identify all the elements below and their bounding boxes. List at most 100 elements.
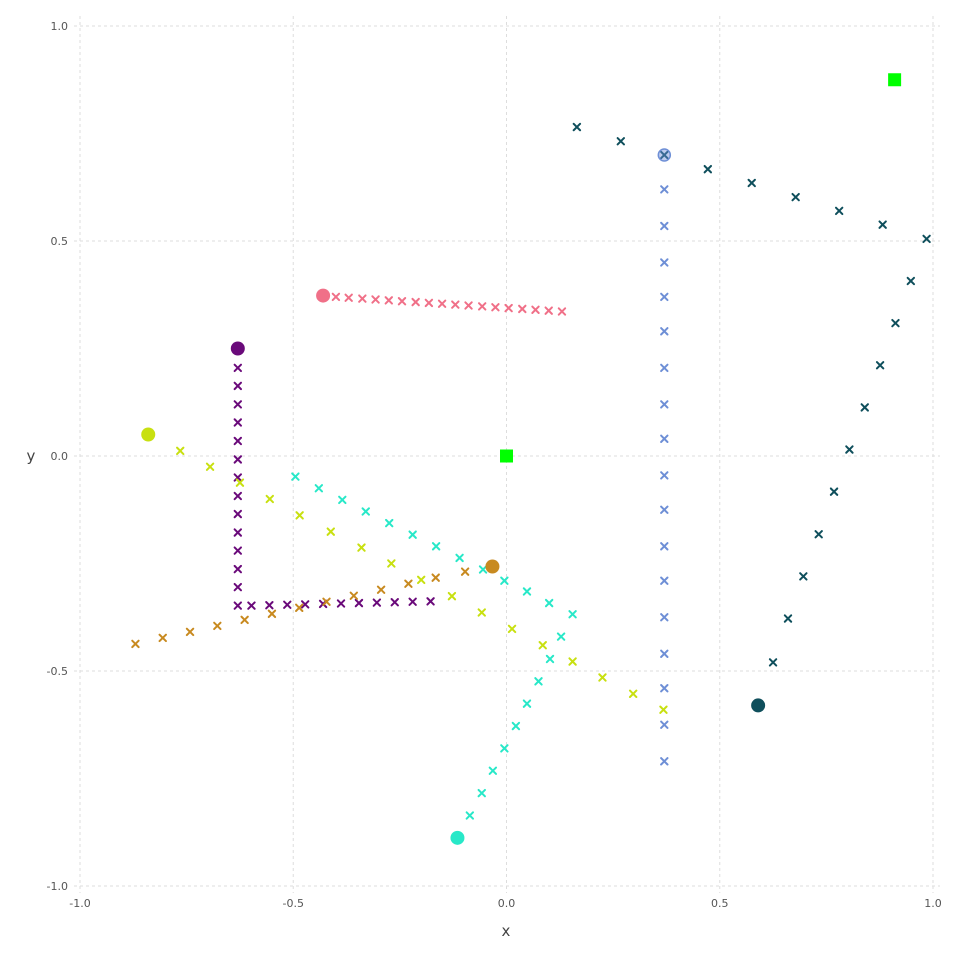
x-marker bbox=[464, 301, 473, 310]
x-marker-stroke bbox=[283, 600, 292, 609]
x-marker-stroke bbox=[538, 641, 547, 650]
x-marker-stroke bbox=[185, 627, 195, 637]
x-marker bbox=[233, 381, 243, 391]
x-tick-label: -0.5 bbox=[283, 897, 304, 910]
x-marker bbox=[522, 587, 532, 596]
x-marker-stroke bbox=[322, 597, 331, 606]
x-marker-stroke bbox=[660, 185, 669, 194]
x-marker-stroke bbox=[545, 654, 555, 664]
x-marker bbox=[408, 530, 417, 539]
x-marker bbox=[660, 471, 669, 480]
x-marker-stroke bbox=[477, 788, 486, 798]
x-marker bbox=[185, 627, 195, 637]
x-marker-stroke bbox=[845, 445, 854, 454]
x-marker-stroke bbox=[397, 297, 407, 306]
x-marker-stroke bbox=[660, 363, 669, 373]
x-marker-stroke bbox=[659, 705, 668, 714]
x-marker bbox=[357, 543, 366, 552]
x-marker bbox=[875, 361, 885, 370]
x-marker-stroke bbox=[371, 295, 380, 304]
x-marker bbox=[477, 608, 486, 617]
grid bbox=[74, 16, 940, 893]
x-marker bbox=[354, 598, 364, 608]
x-marker bbox=[451, 300, 460, 309]
x-marker bbox=[233, 528, 243, 537]
x-marker bbox=[791, 192, 800, 202]
x-marker-stroke bbox=[660, 258, 669, 267]
x-marker bbox=[326, 527, 335, 536]
x-marker-stroke bbox=[387, 559, 396, 568]
x-marker-stroke bbox=[265, 601, 274, 610]
x-marker-stroke bbox=[233, 601, 243, 610]
x-marker bbox=[158, 633, 167, 643]
x-marker-stroke bbox=[660, 400, 669, 409]
x-marker bbox=[922, 234, 931, 244]
x-marker bbox=[659, 705, 668, 714]
x-marker-stroke bbox=[660, 505, 669, 514]
x-marker bbox=[660, 434, 669, 443]
x-marker bbox=[488, 766, 498, 775]
x-marker-stroke bbox=[233, 436, 243, 446]
x-marker bbox=[660, 542, 669, 551]
x-marker bbox=[660, 185, 669, 194]
x-marker bbox=[358, 294, 367, 303]
x-tick-label: 0.0 bbox=[498, 897, 516, 910]
x-marker-stroke bbox=[336, 599, 346, 608]
x-marker bbox=[213, 621, 222, 631]
x-marker-stroke bbox=[544, 306, 553, 315]
x-marker-stroke bbox=[384, 296, 393, 305]
x-marker bbox=[240, 615, 249, 625]
x-marker-stroke bbox=[233, 528, 243, 537]
start-point bbox=[316, 288, 331, 303]
x-marker bbox=[544, 598, 554, 608]
x-marker-stroke bbox=[460, 567, 470, 576]
x-marker-stroke bbox=[408, 530, 417, 539]
x-marker bbox=[424, 298, 434, 308]
x-marker bbox=[465, 811, 475, 820]
x-marker-stroke bbox=[875, 361, 885, 370]
x-marker-stroke bbox=[703, 164, 713, 174]
x-marker-stroke bbox=[247, 601, 256, 610]
x-marker bbox=[349, 591, 359, 600]
start-point-ring bbox=[657, 148, 672, 162]
x-marker-stroke bbox=[233, 564, 243, 574]
x-marker-stroke bbox=[349, 591, 359, 600]
x-marker-stroke bbox=[176, 446, 185, 456]
y-tick-label: 0.0 bbox=[51, 450, 69, 463]
x-marker bbox=[660, 720, 669, 729]
x-marker-stroke bbox=[568, 657, 577, 666]
x-marker-stroke bbox=[408, 597, 417, 606]
x-marker bbox=[906, 276, 916, 286]
x-marker bbox=[267, 609, 277, 619]
x-marker bbox=[455, 553, 464, 563]
x-marker-stroke bbox=[431, 573, 440, 582]
x-marker-stroke bbox=[385, 518, 394, 528]
x-marker bbox=[233, 491, 243, 501]
x-marker-stroke bbox=[660, 576, 669, 585]
data-marks bbox=[131, 73, 931, 845]
x-marker bbox=[660, 363, 669, 373]
x-marker-stroke bbox=[417, 575, 426, 585]
x-marker-stroke bbox=[488, 766, 498, 775]
x-marker-stroke bbox=[233, 509, 243, 519]
x-marker-stroke bbox=[295, 603, 304, 612]
y-tick-label: -1.0 bbox=[47, 880, 68, 893]
x-marker-stroke bbox=[878, 220, 887, 229]
x-marker-stroke bbox=[660, 292, 669, 302]
x-axis-label: x bbox=[502, 922, 511, 940]
x-marker bbox=[660, 649, 669, 658]
x-marker bbox=[660, 613, 669, 622]
x-marker-stroke bbox=[522, 699, 532, 708]
x-marker bbox=[500, 744, 509, 753]
start-point bbox=[751, 698, 766, 713]
x-marker bbox=[397, 297, 407, 306]
x-marker bbox=[538, 641, 547, 650]
x-marker-stroke bbox=[557, 307, 567, 316]
x-marker bbox=[431, 542, 441, 551]
x-marker-stroke bbox=[233, 418, 243, 427]
x-marker-stroke bbox=[451, 300, 460, 309]
x-marker bbox=[500, 576, 509, 585]
x-marker bbox=[131, 639, 140, 649]
x-marker-stroke bbox=[455, 553, 464, 563]
